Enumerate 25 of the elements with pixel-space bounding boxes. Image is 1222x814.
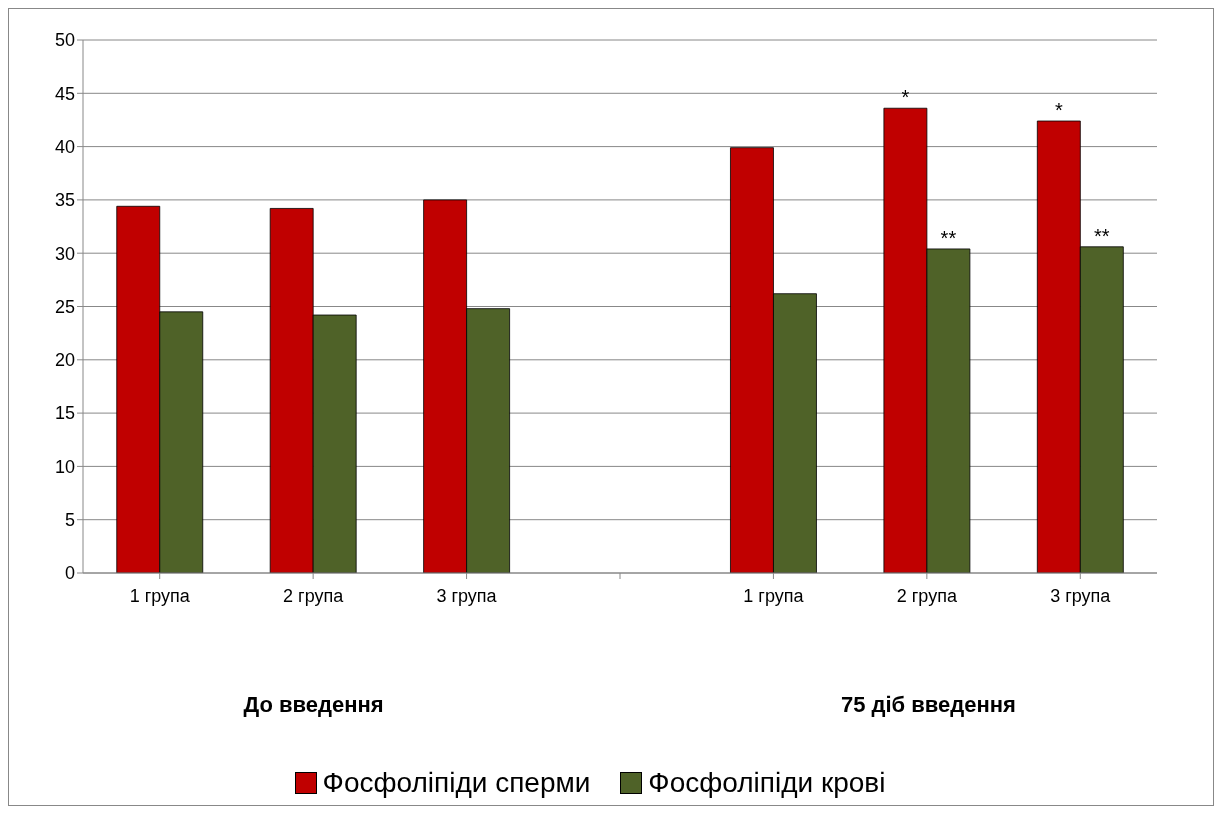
y-tick-label: 15 bbox=[54, 403, 75, 424]
data-label: * bbox=[1054, 99, 1063, 122]
x-tick-label: 3 група bbox=[436, 585, 498, 606]
y-tick-label: 35 bbox=[54, 190, 75, 211]
x-tick-label: 1 група bbox=[129, 585, 191, 606]
y-tick-label: 40 bbox=[54, 136, 75, 157]
x-tick-label: 3 група bbox=[1050, 585, 1112, 606]
text: До введення bbox=[242, 692, 385, 718]
data-label: ** bbox=[1094, 224, 1110, 247]
x-tick-label: 2 група bbox=[283, 585, 345, 606]
x-tick-label: 2 група bbox=[896, 585, 958, 606]
text: 75 діб введення bbox=[839, 692, 1017, 718]
y-tick-label: 10 bbox=[54, 456, 75, 477]
y-tick-label: 45 bbox=[54, 83, 75, 104]
x-tick-label: 1 група bbox=[743, 585, 805, 606]
y-tick-label: 25 bbox=[54, 296, 75, 317]
y-tick-label: 30 bbox=[54, 243, 75, 264]
data-label: ** bbox=[940, 226, 957, 249]
y-tick-label: 0 bbox=[64, 563, 75, 584]
legend-label: Фосфоліпіди сперми bbox=[322, 767, 591, 799]
y-tick-label: 50 bbox=[54, 30, 75, 51]
legend-label: Фосфоліпіди крові bbox=[648, 767, 886, 799]
data-label: * bbox=[901, 86, 910, 109]
y-tick-label: 5 bbox=[64, 510, 75, 531]
y-tick-label: 20 bbox=[54, 350, 75, 371]
